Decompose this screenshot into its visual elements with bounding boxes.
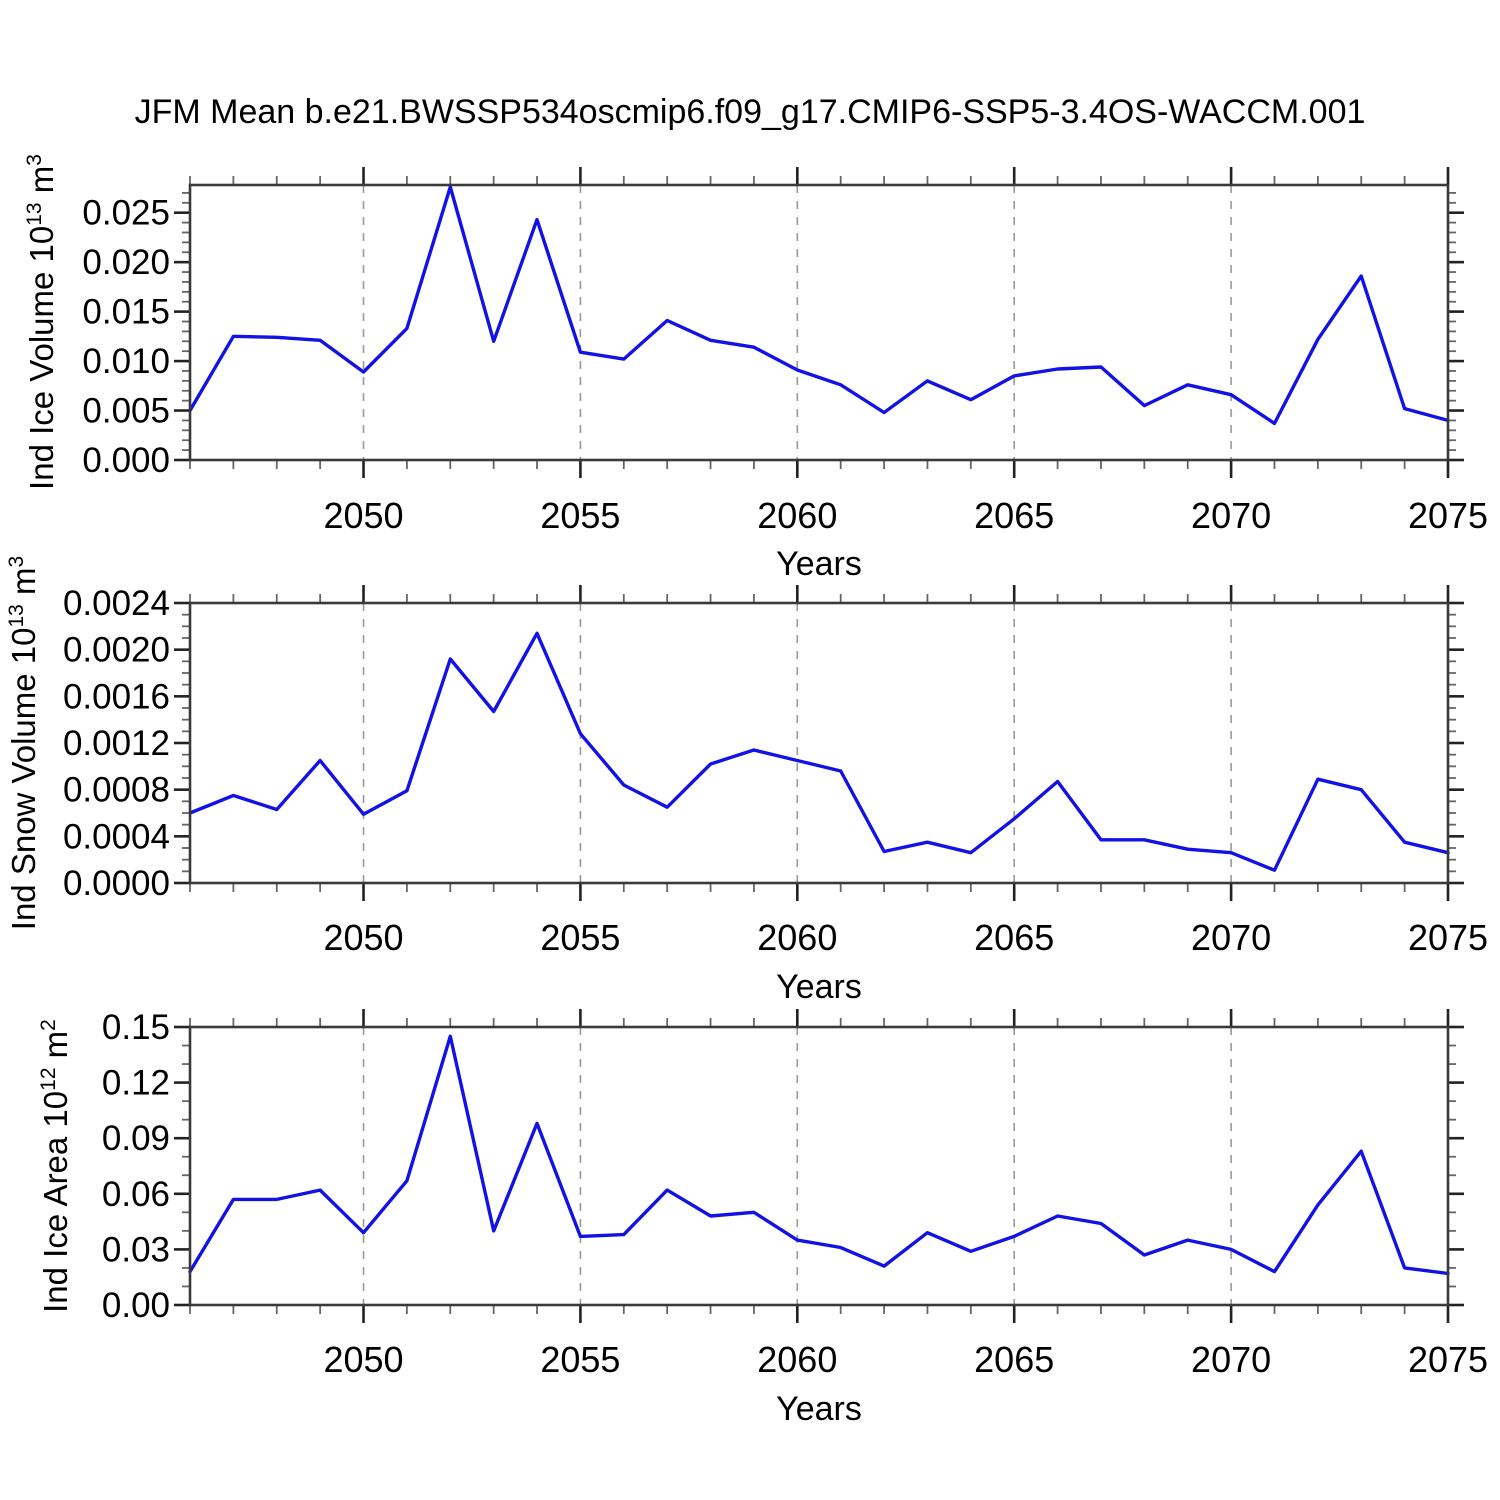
svg-text:0.0000: 0.0000 bbox=[63, 864, 170, 903]
chart-title: JFM Mean b.e21.BWSSP534oscmip6.f09_g17.C… bbox=[134, 93, 1366, 131]
panel-2-xlabel: Years bbox=[776, 968, 862, 1006]
svg-text:0.09: 0.09 bbox=[102, 1119, 170, 1158]
panel-1-ytick-labels: 0.000 0.005 0.010 0.015 0.020 0.025 bbox=[82, 194, 170, 480]
svg-text:0.0008: 0.0008 bbox=[63, 771, 170, 810]
svg-text:2050: 2050 bbox=[323, 1339, 403, 1380]
panel-3-xlabel: Years bbox=[776, 1390, 862, 1428]
svg-text:0.15: 0.15 bbox=[102, 1008, 170, 1047]
svg-text:0.025: 0.025 bbox=[82, 194, 170, 233]
svg-text:2070: 2070 bbox=[1191, 1339, 1271, 1380]
svg-text:2060: 2060 bbox=[757, 495, 837, 536]
panel-2-frame bbox=[188, 601, 1450, 885]
panel-2: 2050 2055 2060 2065 2070 20750.00000.00040.00… bbox=[63, 584, 1488, 958]
svg-text:0.12: 0.12 bbox=[102, 1064, 170, 1103]
panel-1-frame bbox=[188, 183, 1450, 462]
svg-text:2060: 2060 bbox=[757, 917, 837, 958]
svg-text:2055: 2055 bbox=[540, 1339, 620, 1380]
panel-3-frame bbox=[188, 1025, 1450, 1307]
panel-1: 2050 2055 2060 2065 2070 20750.0000.0050.0100… bbox=[82, 167, 1488, 536]
panel-1-xlabel: Years bbox=[776, 545, 862, 583]
panel-3-ticks bbox=[174, 1009, 1464, 1323]
svg-text:0.0004: 0.0004 bbox=[63, 817, 170, 856]
svg-text:0.0020: 0.0020 bbox=[63, 631, 170, 670]
panel-1-data-line bbox=[188, 185, 1450, 426]
panel-1-ticks bbox=[174, 167, 1464, 478]
panel-3-xtick-labels: 2050 2055 2060 2065 2070 2075 bbox=[323, 1339, 1488, 1380]
svg-text:2050: 2050 bbox=[323, 917, 403, 958]
svg-text:0.0016: 0.0016 bbox=[63, 677, 170, 716]
svg-text:2065: 2065 bbox=[974, 495, 1054, 536]
svg-text:2050: 2050 bbox=[323, 495, 403, 536]
svg-text:2075: 2075 bbox=[1408, 495, 1488, 536]
svg-text:0.0012: 0.0012 bbox=[63, 724, 170, 763]
svg-text:0.010: 0.010 bbox=[82, 342, 170, 381]
panel-3-ytick-labels: 0.00 0.03 0.06 0.09 0.12 0.15 bbox=[102, 1008, 170, 1325]
panel-3-gridlines bbox=[362, 1027, 1232, 1305]
panel-2-ticks bbox=[174, 585, 1464, 901]
svg-text:0.03: 0.03 bbox=[102, 1230, 170, 1269]
svg-text:2075: 2075 bbox=[1408, 1339, 1488, 1380]
panel-3-data-line bbox=[188, 1034, 1450, 1276]
svg-text:0.06: 0.06 bbox=[102, 1175, 170, 1214]
svg-text:0.015: 0.015 bbox=[82, 293, 170, 332]
svg-text:2070: 2070 bbox=[1191, 917, 1271, 958]
svg-text:2075: 2075 bbox=[1408, 917, 1488, 958]
panel-2-xtick-labels: 2050 2055 2060 2065 2070 2075 bbox=[323, 917, 1488, 958]
svg-text:2065: 2065 bbox=[974, 1339, 1054, 1380]
svg-text:2070: 2070 bbox=[1191, 495, 1271, 536]
svg-text:2055: 2055 bbox=[540, 495, 620, 536]
panel-2-data-line bbox=[188, 631, 1450, 872]
svg-text:0.000: 0.000 bbox=[82, 441, 170, 480]
panel-3: 2050 2055 2060 2065 2070 2075 0.00 0.03 0.06 0.09… bbox=[102, 1008, 1488, 1380]
svg-text:0.005: 0.005 bbox=[82, 392, 170, 431]
svg-text:0.00: 0.00 bbox=[102, 1286, 170, 1325]
svg-text:2065: 2065 bbox=[974, 917, 1054, 958]
panel-1-gridlines bbox=[362, 185, 1232, 460]
panel-1-xtick-labels: 2050 2055 2060 2065 2070 2075 bbox=[323, 495, 1488, 536]
svg-text:2060: 2060 bbox=[757, 1339, 837, 1380]
svg-text:0.020: 0.020 bbox=[82, 243, 170, 282]
panel-2-ytick-labels: 0.0000 0.0004 0.0008 0.0012 0.0016 0.0020 0.00… bbox=[63, 584, 170, 903]
svg-text:0.0024: 0.0024 bbox=[63, 584, 170, 623]
svg-text:2055: 2055 bbox=[540, 917, 620, 958]
